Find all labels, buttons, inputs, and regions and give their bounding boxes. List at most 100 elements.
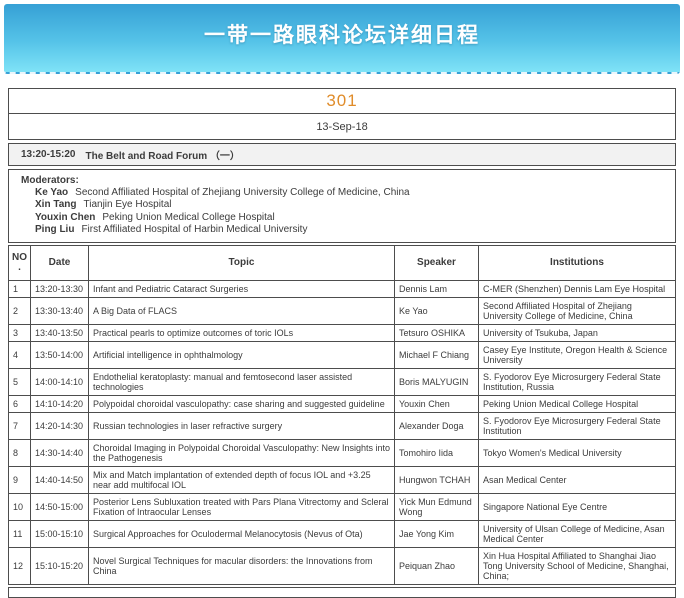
schedule-table: NO. Date Topic Speaker Institutions 1 13… (8, 245, 676, 586)
cell-institution: Xin Hua Hospital Affiliated to Shanghai … (478, 547, 676, 586)
cell-speaker: Peiquan Zhao (394, 547, 479, 586)
cell-speaker: Michael F Chiang (394, 341, 479, 370)
cell-institution: Peking Union Medical College Hospital (478, 395, 676, 414)
cell-topic: A Big Data of FLACS (88, 297, 395, 326)
header-date: Date (30, 245, 89, 282)
table-row: 1 13:20-13:30 Infant and Pediatric Catar… (8, 280, 676, 299)
cell-speaker: Boris MALYUGIN (394, 368, 479, 397)
room-date-grid: 301 13-Sep-18 (8, 88, 676, 140)
session-name: The Belt and Road Forum （一） (85, 151, 240, 162)
cell-speaker: Tomohiro Iida (394, 439, 479, 468)
cell-date: 14:40-14:50 (30, 466, 89, 495)
cell-no: 11 (8, 520, 31, 549)
table-row: 3 13:40-13:50 Practical pearls to optimi… (8, 324, 676, 343)
cell-speaker: Alexander Doga (394, 412, 479, 441)
schedule-table-head: NO. Date Topic Speaker Institutions (8, 245, 676, 282)
table-row: 6 14:10-14:20 Polypoidal choroidal vascu… (8, 395, 676, 414)
cell-date: 14:20-14:30 (30, 412, 89, 441)
cell-institution: Asan Medical Center (478, 466, 676, 495)
schedule-table-body: 1 13:20-13:30 Infant and Pediatric Catar… (8, 280, 676, 586)
table-row: 9 14:40-14:50 Mix and Match implantation… (8, 466, 676, 495)
cell-no: 5 (8, 368, 31, 397)
session-date: 13-Sep-18 (316, 120, 368, 133)
cell-date: 14:50-15:00 (30, 493, 89, 522)
table-row: 11 15:00-15:10 Surgical Approaches for O… (8, 520, 676, 549)
page-title: 一带一路眼科论坛详细日程 (204, 24, 480, 47)
room-number: 301 (326, 91, 358, 110)
moderator-affiliation: First Affiliated Hospital of Harbin Medi… (81, 223, 308, 235)
moderator-affiliation: Peking Union Medical College Hospital (102, 211, 275, 223)
cell-no: 7 (8, 412, 31, 441)
header-row: NO. Date Topic Speaker Institutions (8, 245, 676, 282)
moderator-name: Ping Liu (35, 223, 75, 235)
cell-institution: University of Ulsan College of Medicine,… (478, 520, 676, 549)
cell-institution: University of Tsukuba, Japan (478, 324, 676, 343)
date-row: 13-Sep-18 (9, 114, 675, 139)
cell-institution: C-MER (Shenzhen) Dennis Lam Eye Hospital (478, 280, 676, 299)
moderator-item: Xin Tang Tianjin Eye Hospital (21, 199, 663, 211)
forum-banner: 一带一路眼科论坛详细日程 (4, 4, 680, 74)
cell-institution: S. Fyodorov Eye Microsurgery Federal Sta… (478, 412, 676, 441)
table-row: 5 14:00-14:10 Endothelial keratoplasty: … (8, 368, 676, 397)
header-topic: Topic (88, 245, 395, 282)
moderator-item: Youxin Chen Peking Union Medical College … (21, 212, 663, 224)
moderator-item: Ke Yao Second Affiliated Hospital of Zhej… (21, 187, 663, 199)
cell-speaker: Ke Yao (394, 297, 479, 326)
header-no: NO. (8, 245, 31, 282)
table-row: 10 14:50-15:00 Posterior Lens Subluxatio… (8, 493, 676, 522)
cell-no: 10 (8, 493, 31, 522)
cell-institution: S. Fyodorov Eye Microsurgery Federal Sta… (478, 368, 676, 397)
cell-speaker: Jae Yong Kim (394, 520, 479, 549)
moderators-label: Moderators: (21, 175, 79, 186)
cell-no: 2 (8, 297, 31, 326)
cell-topic: Novel Surgical Techniques for macular di… (88, 547, 395, 586)
table-row: 7 14:20-14:30 Russian technologies in la… (8, 412, 676, 441)
cell-no: 9 (8, 466, 31, 495)
cell-speaker: Hungwon TCHAH (394, 466, 479, 495)
cell-topic: Endothelial keratoplasty: manual and fem… (88, 368, 395, 397)
cell-speaker: Youxin Chen (394, 395, 479, 414)
room-row: 301 (9, 89, 675, 114)
cell-no: 3 (8, 324, 31, 343)
cell-no: 4 (8, 341, 31, 370)
cell-date: 14:10-14:20 (30, 395, 89, 414)
cell-speaker: Tetsuro OSHIKA (394, 324, 479, 343)
session-time: 13:20-15:20 (21, 149, 76, 160)
cell-date: 15:00-15:10 (30, 520, 89, 549)
cell-topic: Surgical Approaches for Oculodermal Mela… (88, 520, 395, 549)
cell-topic: Polypoidal choroidal vasculopathy: case … (88, 395, 395, 414)
table-row: 4 13:50-14:00 Artificial intelligence in… (8, 341, 676, 370)
table-row: 8 14:30-14:40 Choroidal Imaging in Polyp… (8, 439, 676, 468)
cell-institution: Singapore National Eye Centre (478, 493, 676, 522)
cell-no: 12 (8, 547, 31, 586)
moderator-name: Xin Tang (35, 199, 77, 211)
cell-institution: Casey Eye Institute, Oregon Health & Sci… (478, 341, 676, 370)
cell-no: 8 (8, 439, 31, 468)
cell-date: 13:20-13:30 (30, 280, 89, 299)
cell-topic: Russian technologies in laser refractive… (88, 412, 395, 441)
moderator-name: Youxin Chen (35, 211, 96, 223)
cell-institution: Second Affiliated Hospital of Zhejiang U… (478, 297, 676, 326)
cell-topic: Practical pearls to optimize outcomes of… (88, 324, 395, 343)
table-row: 12 15:10-15:20 Novel Surgical Techniques… (8, 547, 676, 586)
schedule-content: 301 13-Sep-18 13:20-15:20 The Belt and R… (8, 88, 676, 598)
cell-no: 1 (8, 280, 31, 299)
moderators-list: Ke Yao Second Affiliated Hospital of Zhej… (21, 187, 663, 236)
header-institutions: Institutions (478, 245, 676, 282)
moderator-affiliation: Tianjin Eye Hospital (83, 199, 172, 211)
cell-date: 14:00-14:10 (30, 368, 89, 397)
cell-topic: Artificial intelligence in ophthalmology (88, 341, 395, 370)
cell-speaker: Dennis Lam (394, 280, 479, 299)
cell-topic: Choroidal Imaging in Polypoidal Choroida… (88, 439, 395, 468)
moderator-name: Ke Yao (35, 187, 69, 199)
table-row: 2 13:30-13:40 A Big Data of FLACS Ke Yao… (8, 297, 676, 326)
moderator-affiliation: Second Affiliated Hospital of Zhejiang U… (75, 187, 410, 199)
cell-topic: Infant and Pediatric Cataract Surgeries (88, 280, 395, 299)
cell-no: 6 (8, 395, 31, 414)
moderators-box: Moderators: Ke Yao Second Affiliated Hosp… (8, 169, 676, 244)
cell-date: 14:30-14:40 (30, 439, 89, 468)
cell-topic: Mix and Match implantation of extended d… (88, 466, 395, 495)
cell-institution: Tokyo Women's Medical University (478, 439, 676, 468)
header-speaker: Speaker (394, 245, 479, 282)
cell-date: 13:40-13:50 (30, 324, 89, 343)
